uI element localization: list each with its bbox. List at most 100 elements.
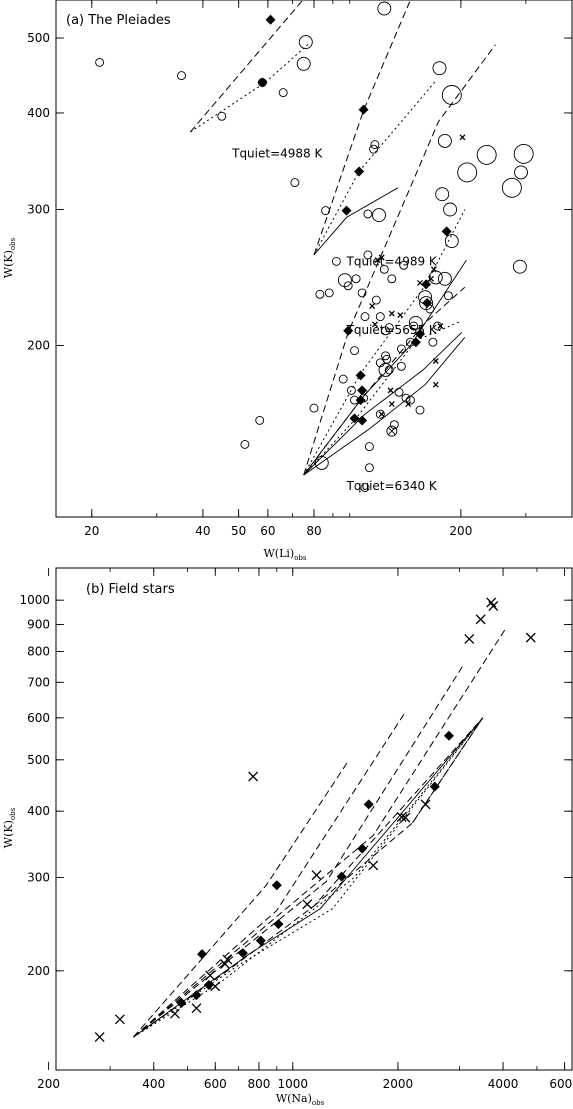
data-point-diamond — [355, 395, 366, 406]
y-axis-ticks: 200 300 400 500 — [27, 31, 572, 353]
data-point-circle — [444, 234, 459, 249]
x-tick-label: 60 — [260, 524, 275, 538]
y-tick-label: 400 — [27, 106, 50, 120]
data-point-cross — [388, 401, 395, 408]
data-point-circle — [419, 296, 434, 311]
track-line-dashed — [133, 711, 406, 1038]
data-point-cross — [311, 870, 322, 881]
y-axis-ticks: 200 300 400 500 600 700 800 900 1000 — [19, 593, 572, 978]
plot-frame — [55, 0, 573, 518]
data-point-circle — [405, 395, 415, 405]
track-line-dotted — [313, 80, 437, 256]
data-point-circle — [435, 187, 450, 202]
data-point-circle — [501, 177, 522, 198]
data-point-diamond — [255, 935, 266, 946]
track-line-dotted — [133, 717, 484, 1038]
data-point-cross — [191, 1003, 202, 1014]
x-tick-label: 6000 — [549, 1077, 573, 1091]
tquiet-annotation: Tquiet=6340 K — [346, 479, 438, 493]
data-point-circle — [396, 361, 406, 371]
data-point-cross — [475, 614, 486, 625]
data-point-diamond — [203, 980, 214, 991]
data-point-circle — [360, 312, 370, 322]
data-point-cross — [368, 860, 379, 871]
data-point-diamond — [355, 370, 366, 381]
y-tick-label: 800 — [27, 645, 50, 659]
data-point-circle — [351, 274, 361, 284]
data-point-circle — [457, 162, 478, 183]
data-point-diamond — [357, 385, 368, 396]
data-point-circle — [437, 271, 452, 286]
data-point-circle — [240, 439, 250, 449]
data-point-circle — [298, 35, 313, 50]
data-point-diamond — [357, 843, 368, 854]
data-point-circle — [372, 208, 386, 223]
data-point-circle — [384, 365, 394, 375]
data-point-cross — [396, 812, 407, 822]
data-point-circle — [432, 61, 447, 76]
data-point-cross — [400, 812, 411, 823]
data-point-circle — [396, 344, 406, 354]
data-point-circle — [363, 209, 373, 219]
x-axis-label: W(Li)obs — [263, 547, 306, 562]
y-tick-label: 600 — [27, 711, 50, 725]
data-point-cross — [210, 981, 221, 992]
data-point-circle — [428, 337, 438, 347]
data-point-diamond — [422, 298, 433, 309]
data-point-cross — [459, 134, 466, 141]
y-tick-label: 500 — [27, 753, 50, 767]
track-line-dashed — [133, 629, 506, 1038]
data-point-circle — [315, 289, 325, 299]
data-point-diamond — [197, 949, 208, 960]
y-axis-label: W(K)obs — [2, 807, 17, 848]
y-axis-label: W(K)obs — [2, 237, 17, 278]
data-point-circle — [314, 455, 329, 470]
data-point-cross — [378, 254, 385, 261]
y-tick-label: 200 — [27, 964, 50, 978]
data-point-circle — [375, 312, 385, 322]
x-tick-label: 600 — [204, 1077, 227, 1091]
plot-frame — [55, 567, 573, 1071]
x-axis-ticks: 20 40 50 60 80 200 — [84, 0, 573, 538]
x-tick-label: 2000 — [383, 1077, 414, 1091]
data-point-cross — [437, 323, 444, 329]
data-point-cross — [464, 634, 475, 644]
model-tracks — [190, 0, 496, 476]
data-point-cross — [94, 1032, 105, 1043]
data-point-diamond — [429, 781, 440, 792]
annotations: Tquiet=4988 K Tquiet=4989 K Tquiet=5655 K T… — [231, 147, 438, 493]
data-point-cross — [369, 303, 376, 309]
x-tick-label: 50 — [231, 524, 246, 538]
data-point-circle — [512, 259, 527, 274]
data-point-diamond — [441, 226, 452, 237]
data-point-diamond — [341, 205, 352, 216]
panel-title: (a) The Pleiades — [66, 13, 171, 28]
y-tick-label: 300 — [27, 870, 50, 884]
data-point-circle — [387, 274, 397, 284]
data-point-circle — [363, 250, 373, 260]
data-point-circle — [290, 178, 300, 188]
data-point-circle — [346, 385, 356, 395]
data-point-circle — [433, 321, 443, 331]
data-point-diamond — [443, 730, 454, 741]
data-point-cross — [430, 266, 437, 273]
data-point-circle — [437, 133, 452, 148]
data-point-diamond — [343, 325, 354, 336]
data-point-circle — [177, 71, 186, 81]
data-point-circle — [428, 270, 443, 285]
data-point-circle — [384, 323, 394, 333]
y-tick-label: 300 — [27, 202, 50, 216]
x-tick-label: 80 — [306, 524, 321, 538]
data-point-circle — [343, 281, 353, 291]
data-point-cross — [432, 381, 439, 388]
track-line-solid — [303, 337, 466, 476]
data-point-circle — [338, 374, 348, 384]
x-axis-ticks: 200 400 600 800 1000 2000 4000 6000 — [37, 568, 573, 1091]
panel-pleiades: 20 40 50 60 80 200 200 300 400 500 Tquiet=4988 K… — [2, 0, 573, 562]
data-point-diamond — [415, 329, 426, 340]
data-point-crossed-circle — [386, 425, 398, 437]
data-point-circle — [296, 56, 311, 71]
data-point-cross — [170, 1008, 180, 1019]
x-tick-label: 40 — [195, 524, 210, 538]
data-point-cross — [248, 771, 259, 782]
